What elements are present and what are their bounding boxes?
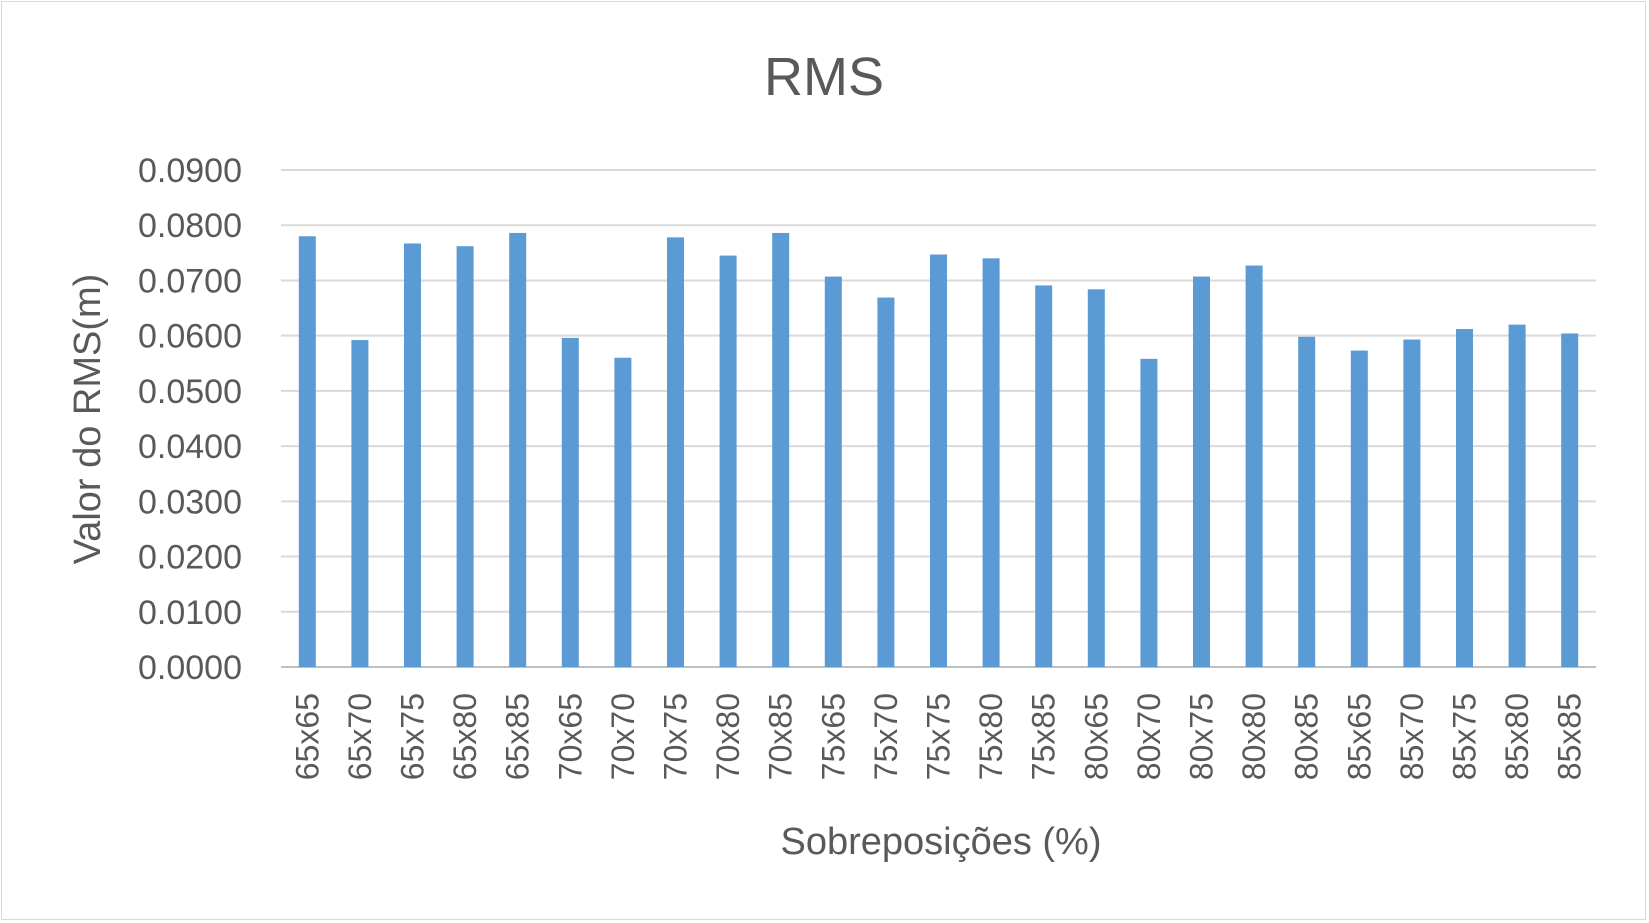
x-tick-label: 65x85 [500,693,536,780]
x-tick-label: 80x65 [1078,693,1114,780]
x-tick-label: 80x85 [1289,693,1325,780]
bar [1298,336,1316,667]
bar [1456,329,1473,667]
x-axis-ticks: 65x65 65x70 65x75 65x80 65x85 70x65 70x70 70x75… [289,693,1587,780]
x-tick-label: 85x80 [1499,693,1535,780]
x-tick-label: 75x65 [815,693,851,780]
x-tick-label: 75x75 [921,693,957,780]
x-tick-label: 80x70 [1131,693,1167,780]
bar [982,258,1000,667]
y-tick-label: 0.0900 [138,152,242,190]
y-tick-label: 0.0800 [138,207,242,245]
x-tick-label: 85x65 [1341,693,1377,780]
bar [1193,276,1210,667]
bar [824,276,842,667]
x-tick-label: 80x80 [1236,693,1272,780]
chart-title: RMS [764,47,884,107]
x-tick-label: 65x70 [342,693,378,780]
bar [667,237,684,668]
y-tick-label: 0.0300 [138,483,242,521]
x-tick-label: 75x70 [868,693,904,780]
y-tick-label: 0.0100 [138,594,242,632]
x-tick-label: 65x80 [447,693,483,780]
bar [1350,350,1368,667]
x-tick-label: 75x85 [1026,693,1062,780]
bar [509,232,527,667]
y-tick-label: 0.0700 [138,262,242,300]
x-axis-title: Sobreposições (%) [780,821,1101,863]
bar [456,246,474,667]
x-tick-label: 85x70 [1394,693,1430,780]
bars [298,232,1579,668]
x-tick-label: 70x65 [552,693,588,780]
y-tick-label: 0.0400 [138,428,242,466]
bar [1087,289,1105,667]
bar [1140,358,1158,667]
bar [1035,285,1053,667]
x-tick-label: 75x80 [973,693,1009,780]
bar [1561,333,1579,667]
y-tick-label: 0.0600 [138,318,242,356]
x-tick-label: 65x75 [395,693,431,780]
x-tick-label: 70x75 [658,693,694,780]
y-tick-label: 0.0500 [138,373,242,411]
x-tick-label: 70x85 [763,693,799,780]
bar [1245,265,1263,667]
y-tick-label: 0.0000 [138,649,242,687]
bar [930,254,947,668]
bar [614,357,632,667]
bar [351,340,369,667]
x-tick-label: 70x80 [710,693,746,780]
x-tick-label: 85x85 [1552,693,1588,780]
x-tick-label: 85x75 [1447,693,1483,780]
bar [1508,324,1526,667]
bar [772,232,790,667]
bar [404,243,421,667]
y-tick-label: 0.0200 [138,539,242,577]
bar [561,337,579,667]
y-axis-title: Valor do RMS(m) [67,274,109,565]
gridlines [281,169,1596,668]
x-tick-label: 70x70 [605,693,641,780]
y-axis-ticks: 0.0000 0.0100 0.0200 0.0300 0.0400 0.0500 0.06… [138,152,242,687]
x-tick-label: 80x75 [1184,693,1220,780]
x-tick-label: 65x65 [289,693,325,780]
bar [877,297,895,667]
bar [719,255,737,667]
bar [298,236,316,667]
bar [1403,339,1421,667]
